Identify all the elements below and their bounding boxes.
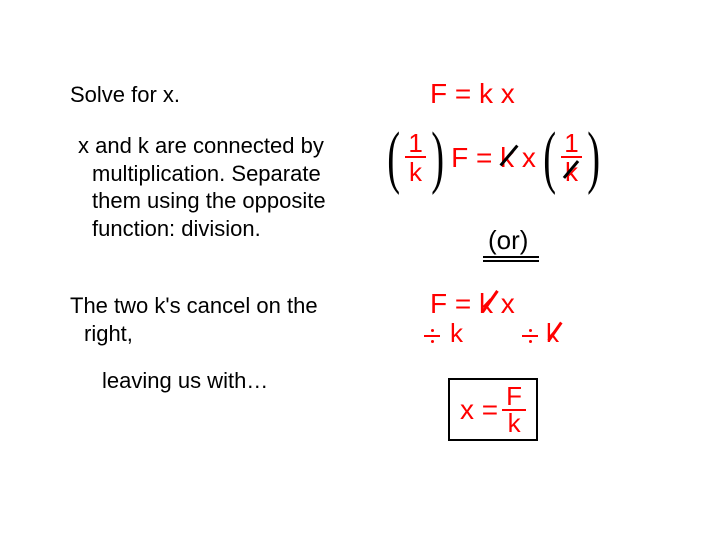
equation-original: F = k x [430, 78, 515, 110]
left-paren-icon-2: ( [543, 133, 556, 182]
eq4-den: k [508, 411, 521, 436]
equation-middle: F = k x [449, 142, 538, 174]
paragraph-3: leaving us with… [102, 368, 268, 394]
k-struck: k [500, 142, 514, 174]
heading: Solve for x. [70, 82, 180, 108]
right-paren-icon: ) [431, 133, 444, 182]
equation-multiply-both-sides: ( 1 k ) F = k x ( 1 k ) [382, 130, 605, 185]
or-label: (or) [488, 225, 528, 256]
fraction-right: 1 k [561, 130, 581, 185]
eq3-right-denom: k [546, 318, 559, 349]
fraction-left: 1 k [405, 130, 425, 185]
paragraph-1: x and k are connected by multiplication.… [78, 132, 358, 242]
k-struck-2: k [546, 318, 559, 349]
fraction-den: k [409, 158, 422, 185]
left-paren-icon: ( [387, 133, 400, 182]
division-sign-icon-2 [522, 326, 538, 346]
paragraph-2: The two k's cancel on the right, [70, 292, 370, 347]
eq3-top: F = k x [430, 288, 515, 319]
eq4-num: F [502, 384, 526, 411]
right-paren-icon-2: ) [587, 133, 600, 182]
eq4-fraction: F k [502, 384, 526, 435]
eq4-lhs: x = [460, 394, 498, 426]
division-sign-icon [424, 326, 440, 346]
fraction-num: 1 [561, 130, 581, 158]
fraction-den-struck: k [565, 158, 578, 185]
equation-final-boxed: x = F k [448, 378, 538, 441]
equation-divide-both-sides: F = k x k k [430, 288, 515, 320]
or-underline-icon [483, 256, 539, 262]
eq3-left-denom: k [450, 318, 463, 349]
fraction-num: 1 [405, 130, 425, 158]
